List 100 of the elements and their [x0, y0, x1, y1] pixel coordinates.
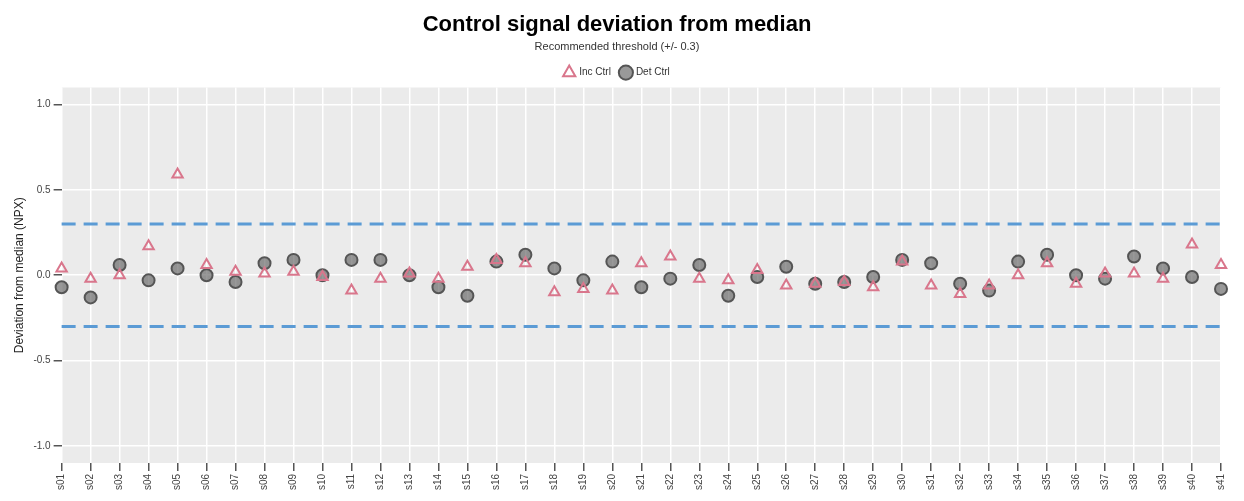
point: [722, 273, 735, 285]
point: [200, 258, 213, 269]
x-tick-label: s13: [403, 473, 415, 490]
point: [751, 263, 764, 275]
point: [1127, 266, 1141, 278]
point: [112, 258, 127, 272]
point: [344, 252, 359, 267]
x-tick-label: s41: [1214, 473, 1226, 490]
x-tick-label: s25: [751, 473, 762, 490]
point: [606, 283, 619, 295]
x-tick-label: s33: [982, 473, 994, 490]
point: [924, 256, 939, 271]
point: [287, 264, 300, 276]
x-tick-label: s12: [374, 473, 386, 490]
point: [548, 285, 561, 297]
x-tick-label: s19: [577, 473, 589, 490]
point: [373, 252, 388, 267]
point: [519, 256, 532, 268]
point: [635, 256, 648, 268]
y-tick-label: 1.0: [36, 98, 52, 110]
x-tick-label: s03: [113, 473, 125, 490]
y-axis-title: Deviation from median (NPX): [11, 197, 26, 354]
point: [577, 281, 590, 293]
legend-label: Det Ctrl: [635, 66, 670, 78]
point: [547, 261, 562, 276]
x-tick-label: s37: [1098, 473, 1110, 490]
point: [1011, 268, 1025, 280]
point: [490, 252, 503, 264]
point: [1214, 258, 1228, 269]
x-tick-label: s05: [171, 473, 183, 490]
point: [692, 258, 707, 272]
x-tick-label: s29: [866, 473, 878, 490]
point: [257, 256, 272, 271]
point: [142, 239, 155, 251]
point: [432, 271, 445, 283]
x-tick-label: s06: [200, 473, 212, 490]
point: [171, 167, 184, 179]
x-tick-label: s11: [345, 473, 357, 490]
point: [693, 271, 706, 283]
point: [1156, 271, 1170, 283]
legend-label: Inc Ctrl: [579, 66, 611, 78]
x-tick-label: s34: [1011, 473, 1023, 490]
point: [461, 259, 474, 271]
x-tick-label: s18: [548, 473, 560, 490]
point: [663, 271, 678, 286]
point: [258, 266, 271, 278]
point: [113, 268, 126, 280]
point: [953, 276, 968, 291]
point: [55, 261, 68, 273]
x-tick-label: s02: [84, 473, 96, 490]
x-tick-label: s32: [953, 473, 965, 490]
point: [286, 252, 301, 267]
point: [1069, 276, 1083, 288]
x-tick-label: s31: [924, 473, 936, 490]
x-tick-label: s08: [258, 473, 270, 490]
point: [83, 290, 98, 305]
point: [1011, 254, 1026, 269]
point: [403, 266, 416, 278]
x-tick-label: s28: [837, 473, 849, 490]
point: [780, 278, 793, 290]
point: [634, 280, 649, 295]
point: [1156, 261, 1171, 276]
point: [866, 280, 880, 292]
x-tick-label: s07: [229, 473, 241, 490]
x-tick-label: s36: [1069, 473, 1081, 490]
point: [84, 271, 97, 283]
y-tick-label: 0.0: [36, 268, 52, 280]
point: [374, 271, 387, 283]
x-tick-label: s15: [461, 473, 473, 490]
point: [664, 249, 677, 261]
x-tick-label: s24: [722, 473, 734, 490]
point: [924, 278, 938, 290]
point: [228, 275, 243, 290]
x-tick-label: s26: [779, 473, 791, 490]
point: [54, 280, 69, 295]
x-tick-label: s39: [1156, 473, 1168, 490]
x-tick-label: s30: [895, 473, 907, 490]
point: [953, 287, 967, 298]
chart-subtitle: Recommended threshold (+/- 0.3): [534, 40, 700, 53]
point: [1127, 249, 1142, 264]
x-tick-label: s22: [664, 473, 676, 490]
x-tick-label: s17: [519, 473, 531, 490]
x-tick-label: s21: [635, 473, 647, 490]
y-tick-label: -1.0: [33, 439, 52, 451]
point: [982, 278, 996, 290]
x-tick-label: s16: [490, 473, 502, 490]
x-tick-label: s35: [1040, 473, 1052, 490]
point: [1214, 281, 1228, 296]
point: [721, 288, 736, 303]
y-tick-label: 0.5: [36, 183, 52, 195]
point: [460, 288, 475, 303]
point: [199, 268, 214, 283]
x-tick-label: s40: [1185, 473, 1197, 490]
point: [1185, 237, 1199, 249]
point: [170, 261, 185, 276]
x-tick-label: s04: [142, 473, 154, 490]
point: [866, 269, 881, 284]
point: [605, 254, 620, 269]
point: [1185, 269, 1200, 284]
x-tick-label: s14: [432, 473, 444, 490]
